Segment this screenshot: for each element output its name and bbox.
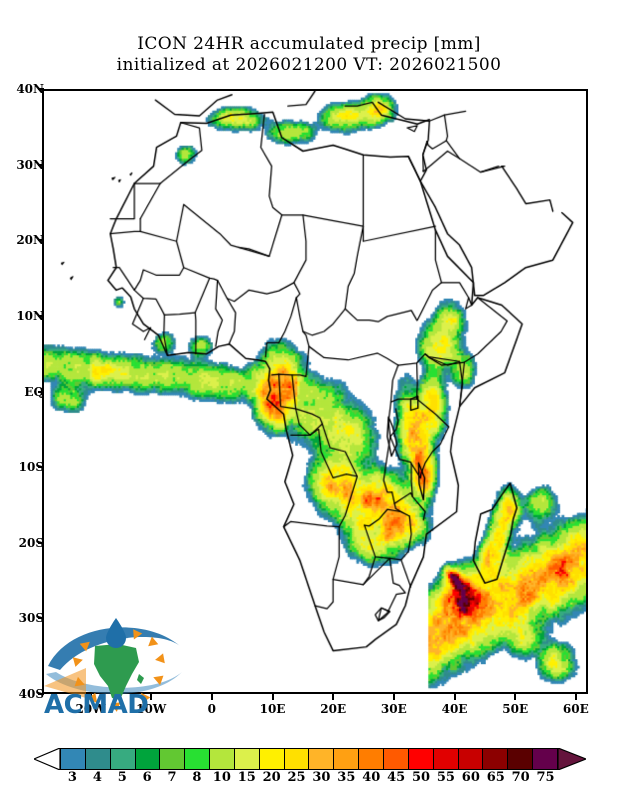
colorbar-tick-label: 55: [436, 770, 455, 785]
y-axis-tick-mark: [38, 466, 44, 469]
colorbar-cell: [259, 749, 285, 769]
logo-arrow-ring: [72, 629, 165, 712]
colorbar-tick-label: 6: [142, 770, 152, 785]
x-axis-tick-label: 10W: [136, 702, 167, 716]
colorbar-cell: [309, 749, 335, 769]
acmad-logo: [44, 618, 182, 712]
y-axis-tick-mark: [38, 617, 44, 620]
map-plot-area: [42, 89, 588, 694]
x-axis-tick-label: 0: [207, 702, 217, 716]
colorbar-cell: [61, 749, 86, 769]
colorbar-tick-label: 40: [362, 770, 381, 785]
chart-title: ICON 24HR accumulated precip [mm] initia…: [0, 34, 618, 76]
colorbar-cell: [110, 749, 136, 769]
colorbar-under-arrow: [34, 748, 60, 770]
y-axis-tick-mark: [38, 314, 44, 317]
colorbar-tick-label: 35: [337, 770, 356, 785]
x-axis-tick-label: 10E: [259, 702, 286, 716]
colorbar-cells: [60, 748, 558, 770]
colorbar-cell: [458, 749, 484, 769]
x-axis: 20W 10W 0 10E 20E 30E 40E 50E 60E: [42, 694, 589, 722]
x-axis-tick-mark: [574, 694, 577, 700]
colorbar-cell: [408, 749, 434, 769]
precipitation-heatmap: [44, 91, 586, 692]
colorbar-tick-label: 30: [312, 770, 331, 785]
y-axis-tick-mark: [38, 541, 44, 544]
x-axis-tick-label: 40E: [441, 702, 468, 716]
colorbar-tick-label: 5: [117, 770, 127, 785]
colorbar-cell: [210, 749, 235, 769]
logo-orange-rays: [44, 668, 86, 698]
colorbar-tick-label: 60: [461, 770, 480, 785]
x-axis-tick-label: 20W: [75, 702, 106, 716]
acmad-logo-text: ACMAD: [44, 690, 149, 720]
y-axis-tick-mark: [38, 163, 44, 166]
y-axis-tick-label: 30N: [16, 157, 44, 172]
colorbar-cell: [334, 749, 360, 769]
colorbar-cell: [383, 749, 409, 769]
y-axis-tick-mark: [38, 693, 44, 695]
colorbar-tick-label: 15: [237, 770, 256, 785]
colorbar-tick-label: 70: [511, 770, 530, 785]
colorbar-tick-label: 10: [212, 770, 231, 785]
y-axis-tick-label: 10S: [18, 460, 44, 475]
colorbar-over-arrow: [558, 748, 586, 770]
colorbar: 3 4 5 6 7 8 10 15 20 25 30 35 40 45 50 55 60 65 70 75: [0, 744, 618, 794]
y-axis-tick-label: 30S: [18, 611, 44, 626]
x-axis-tick-mark: [150, 694, 153, 700]
colorbar-tick-label: 25: [287, 770, 306, 785]
x-axis-tick-mark: [210, 694, 213, 700]
y-axis-tick-label: 10N: [16, 308, 44, 323]
colorbar-tick-label: 8: [192, 770, 202, 785]
colorbar-tick-label: 75: [536, 770, 555, 785]
y-axis-tick-label: 20S: [18, 535, 44, 550]
colorbar-cell: [85, 749, 111, 769]
colorbar-cell: [483, 749, 509, 769]
x-axis-tick-mark: [332, 694, 335, 700]
colorbar-tick-label: 3: [67, 770, 77, 785]
colorbar-cell: [185, 749, 211, 769]
y-axis-tick-label: EQ: [24, 384, 44, 399]
colorbar-tick-label: 50: [412, 770, 431, 785]
colorbar-tick-label: 4: [92, 770, 102, 785]
colorbar-cell: [508, 749, 534, 769]
y-axis-tick-label: 20N: [16, 233, 44, 248]
colorbar-tick-label: 65: [486, 770, 505, 785]
y-axis-tick-label: 40S: [18, 687, 44, 701]
x-axis-tick-mark: [392, 694, 395, 700]
colorbar-cell: [160, 749, 186, 769]
title-line-1: ICON 24HR accumulated precip [mm]: [137, 34, 481, 54]
x-axis-tick-label: 50E: [502, 702, 529, 716]
colorbar-cell: [135, 749, 161, 769]
colorbar-cell: [533, 749, 557, 769]
x-axis-tick-label: 20E: [320, 702, 347, 716]
x-axis-tick-mark: [514, 694, 517, 700]
logo-water-drop: [106, 618, 126, 648]
x-axis-tick-mark: [271, 694, 274, 700]
logo-africa-silhouette: [94, 644, 144, 700]
y-axis: 40N 30N 20N 10N EQ 10S 20S 30S 40S: [0, 82, 44, 701]
x-axis-tick-label: 30E: [380, 702, 407, 716]
colorbar-tick-label: 20: [262, 770, 281, 785]
colorbar-strip: [34, 748, 586, 770]
colorbar-tick-label: 7: [167, 770, 177, 785]
colorbar-cell: [433, 749, 459, 769]
colorbar-cell: [284, 749, 310, 769]
y-axis-tick-mark: [38, 239, 44, 242]
title-line-2: initialized at 2026021200 VT: 2026021500: [116, 55, 502, 75]
colorbar-cell: [359, 749, 384, 769]
colorbar-tick-label: 45: [387, 770, 406, 785]
x-axis-tick-label: 60E: [562, 702, 589, 716]
x-axis-tick-mark: [453, 694, 456, 700]
y-axis-tick-mark: [38, 390, 44, 393]
colorbar-labels: 3 4 5 6 7 8 10 15 20 25 30 35 40 45 50 55 60 65 70 75: [60, 770, 558, 790]
y-axis-tick-label: 40N: [16, 82, 44, 96]
colorbar-cell: [234, 749, 260, 769]
y-axis-tick-mark: [38, 88, 44, 90]
